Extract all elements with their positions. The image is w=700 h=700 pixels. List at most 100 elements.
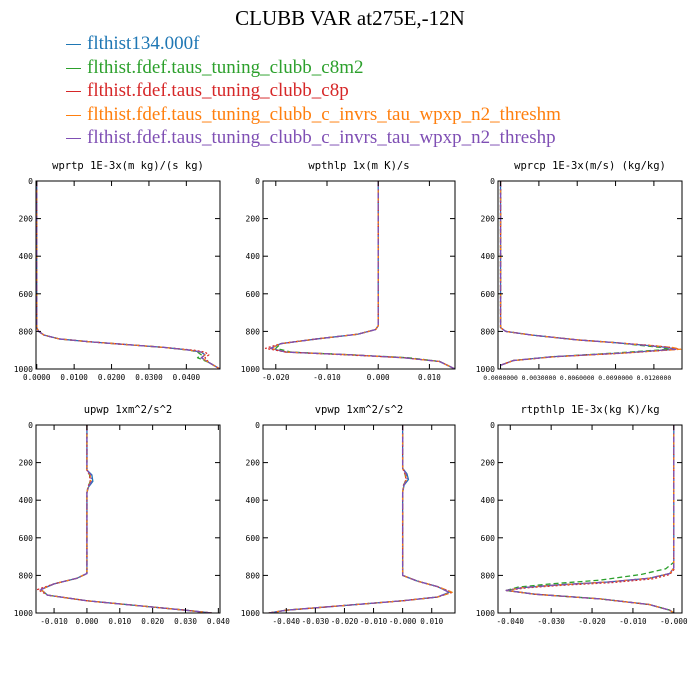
plot-frame bbox=[497, 424, 683, 614]
plot-frame bbox=[262, 424, 456, 614]
series-group bbox=[499, 181, 682, 366]
x-tick-label: 0.0100 bbox=[60, 373, 88, 382]
y-tick-label: 1000 bbox=[14, 365, 33, 374]
panel-title: wprtp 1E-3x(m kg)/(s kg) bbox=[52, 160, 204, 172]
x-tick-label: 0.010 bbox=[108, 617, 131, 626]
y-tick-label: 400 bbox=[246, 252, 261, 261]
series-group bbox=[268, 425, 453, 613]
y-tick-label: 200 bbox=[246, 459, 261, 468]
x-tick-label: 0.0200 bbox=[98, 373, 126, 382]
y-tick-label: 800 bbox=[19, 327, 34, 336]
y-tick-label: 200 bbox=[481, 459, 496, 468]
x-tick-label: -0.030 bbox=[537, 617, 565, 626]
x-tick-label: 0.0060000 bbox=[560, 374, 595, 382]
series-line bbox=[499, 181, 677, 366]
x-tick-label: 0.010 bbox=[418, 373, 441, 382]
y-tick-label: 800 bbox=[481, 571, 496, 580]
legend-swatch bbox=[66, 91, 81, 93]
series-line bbox=[40, 425, 212, 613]
series-line bbox=[499, 181, 670, 366]
plot-frame bbox=[262, 180, 456, 370]
legend-swatch bbox=[66, 67, 81, 69]
y-tick-label: 200 bbox=[481, 215, 496, 224]
series-line bbox=[40, 425, 212, 613]
x-tick-label: 0.0000 bbox=[23, 373, 51, 382]
series-line bbox=[499, 181, 682, 366]
series-line bbox=[40, 425, 212, 613]
series-line bbox=[268, 425, 450, 613]
plot-frame bbox=[35, 180, 221, 370]
series-line bbox=[40, 425, 212, 613]
panel: rtpthlp 1E-3x(kg K)/kg02004006008001000-… bbox=[476, 404, 688, 626]
panel-title: wpthlp 1x(m K)/s bbox=[308, 160, 409, 172]
x-tick-label: 0.0400 bbox=[173, 373, 201, 382]
x-tick-label: 0.0030000 bbox=[522, 374, 557, 382]
x-tick-label: -0.040 bbox=[273, 617, 301, 626]
series-line bbox=[36, 425, 212, 613]
y-tick-label: 200 bbox=[19, 459, 34, 468]
y-tick-label: 600 bbox=[19, 290, 34, 299]
panel: wprtp 1E-3x(m kg)/(s kg) 0 200 400 600 800 100… bbox=[14, 160, 221, 382]
legend-item: flthist.fdef.taus_tuning_clubb_c_invrs_t… bbox=[66, 126, 561, 150]
y-tick-label: 1000 bbox=[14, 609, 33, 618]
x-tick-label: 0.0120000 bbox=[637, 374, 672, 382]
y-tick-label: 600 bbox=[481, 290, 496, 299]
series-group bbox=[36, 425, 212, 613]
y-tick-label: 400 bbox=[481, 252, 496, 261]
x-tick-label: 0.020 bbox=[141, 617, 164, 626]
x-tick-label: -0.020 bbox=[262, 373, 290, 382]
y-tick-label: 1000 bbox=[241, 365, 260, 374]
series-line bbox=[505, 425, 675, 613]
plot-frame bbox=[497, 180, 683, 370]
y-tick-label: 0 bbox=[28, 421, 33, 430]
y-tick-label: 200 bbox=[19, 215, 34, 224]
series-line bbox=[36, 181, 220, 369]
series-line bbox=[270, 181, 455, 369]
y-tick-label: 400 bbox=[246, 496, 261, 505]
series-line bbox=[505, 425, 675, 613]
y-tick-label: 0 bbox=[255, 177, 260, 186]
series-line bbox=[36, 181, 220, 369]
panel-title: upwp 1xm^2/s^2 bbox=[84, 404, 173, 416]
legend-swatch bbox=[66, 44, 81, 46]
series-group bbox=[505, 425, 675, 613]
y-tick-label: 400 bbox=[19, 496, 34, 505]
plot-frame bbox=[35, 424, 221, 614]
panel: upwp 1xm^2/s^2 0 200 400 600 800 1000 -0.010 0.0… bbox=[14, 404, 230, 626]
legend-label: flthist.fdef.taus_tuning_clubb_c8p bbox=[87, 80, 349, 101]
y-tick-label: 800 bbox=[19, 571, 34, 580]
x-tick-label: -0.010 bbox=[360, 617, 388, 626]
y-tick-label: 600 bbox=[19, 534, 34, 543]
y-tick-label: 0 bbox=[255, 421, 260, 430]
series-line bbox=[264, 181, 455, 369]
legend-item: flthist.fdef.taus_tuning_clubb_c8m2 bbox=[66, 56, 561, 80]
y-tick-label: 200 bbox=[246, 215, 261, 224]
series-line bbox=[270, 181, 455, 369]
x-tick-label: -0.000 bbox=[389, 617, 417, 626]
y-tick-label: 800 bbox=[246, 571, 261, 580]
x-tick-label: -0.020 bbox=[578, 617, 606, 626]
y-tick-label: 800 bbox=[246, 327, 261, 336]
series-line bbox=[505, 425, 675, 613]
legend-item: flthist.fdef.taus_tuning_clubb_c8p bbox=[66, 79, 561, 103]
x-tick-label: -0.010 bbox=[313, 373, 341, 382]
series-line bbox=[268, 425, 450, 613]
x-tick-label: 0.000 bbox=[75, 617, 98, 626]
legend-label: flthist.fdef.taus_tuning_clubb_c8m2 bbox=[87, 56, 364, 78]
legend-swatch bbox=[66, 114, 81, 116]
series-line bbox=[36, 181, 220, 369]
y-tick-label: 600 bbox=[481, 534, 496, 543]
x-tick-label: -0.000 bbox=[660, 617, 688, 626]
panel-title: rtpthlp 1E-3x(kg K)/kg bbox=[520, 404, 659, 416]
legend-item: flthist.fdef.taus_tuning_clubb_c_invrs_t… bbox=[66, 103, 561, 127]
y-tick-label: 400 bbox=[481, 496, 496, 505]
x-tick-label: 0.0300 bbox=[135, 373, 163, 382]
series-line bbox=[36, 181, 220, 369]
legend-swatch bbox=[66, 138, 81, 140]
x-tick-label: 0.010 bbox=[420, 617, 443, 626]
y-tick-label: 1000 bbox=[476, 365, 495, 374]
panel: wpthlp 1x(m K)/s 0 200 400 600 800 1000-0.020 -… bbox=[241, 160, 456, 382]
y-tick-label: 1000 bbox=[476, 609, 495, 618]
